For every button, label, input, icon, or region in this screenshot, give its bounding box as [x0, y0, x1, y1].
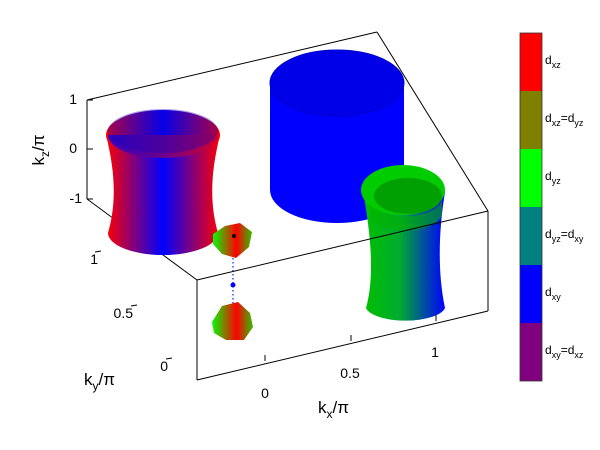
- colorbar-swatch: [520, 207, 542, 265]
- surface-small-pocket-bottom: [212, 302, 253, 340]
- box-edge: [376, 31, 489, 212]
- colorbar-label-part: d: [545, 227, 552, 241]
- colorbar-label-part: =d: [561, 227, 575, 241]
- axis-title-y: ky/π: [84, 370, 115, 393]
- axis-tick: [94, 250, 102, 253]
- svg-text:kz/π: kz/π: [29, 135, 52, 166]
- axis-title-x: kx/π: [318, 398, 349, 421]
- axis-title-z: kz/π: [29, 135, 52, 166]
- tick-label-x: 0: [261, 385, 269, 401]
- tick-labels: 1 0 -1 1 0.5 0 0 0.5 1: [69, 91, 439, 401]
- connector-point: [230, 282, 236, 288]
- axis-title-x-tail: /π: [333, 398, 349, 417]
- box-front-edges: [196, 210, 489, 381]
- colorbar-label-part: xy: [574, 234, 584, 244]
- tick-label-x: 1: [431, 344, 439, 360]
- tick-label-x: 0.5: [340, 365, 360, 381]
- colorbar-label-part: xy: [552, 292, 562, 302]
- colorbar-swatch: [520, 91, 542, 149]
- box-edge: [196, 210, 489, 281]
- colorbar-label: dyz: [545, 169, 561, 186]
- axis-title-x-main: k: [318, 398, 327, 417]
- colorbar-swatch: [520, 265, 542, 323]
- svg-text:ky/π: ky/π: [84, 370, 115, 393]
- colorbar-frame: [519, 32, 543, 382]
- colorbar-label-part: d: [545, 285, 552, 299]
- axis-title-y-main: k: [84, 370, 93, 389]
- surface-elliptical: [361, 165, 445, 321]
- colorbar-label: dxy=dxz: [545, 343, 584, 360]
- axis-title-z-tail: /π: [29, 135, 48, 151]
- colorbar-label: dxz=dyz: [545, 111, 584, 128]
- tick-label-y: 1: [90, 251, 98, 267]
- axis-ticks: [87, 99, 437, 361]
- surface-hourglass: [106, 109, 220, 255]
- colorbar-label-part: xz: [574, 350, 584, 360]
- box-edge: [196, 310, 489, 381]
- colorbar-label-part: yz: [552, 176, 562, 186]
- colorbar-swatch: [520, 323, 542, 381]
- axis-title-x-sub: x: [327, 407, 333, 421]
- tick-label-y: 0.5: [114, 305, 134, 321]
- tick-label-z: 1: [69, 91, 77, 107]
- colorbar-label-part: yz: [574, 118, 584, 128]
- colorbar-label-part: d: [545, 111, 552, 125]
- axis-title-y-tail: /π: [99, 370, 115, 389]
- tick-label-z: 0: [69, 140, 77, 156]
- colorbar-label-part: =d: [561, 343, 575, 357]
- colorbar-label-part: d: [545, 343, 552, 357]
- colorbar-label: dxy: [545, 285, 561, 302]
- surface-small-pocket-top: [213, 223, 252, 258]
- colorbar-swatch: [520, 149, 542, 207]
- tick-label-y: 0: [160, 358, 168, 374]
- colorbar-label-part: =d: [561, 111, 575, 125]
- axis-title-z-main: k: [29, 156, 48, 165]
- colorbar-label-part: d: [545, 169, 552, 183]
- colorbar-label-part: xz: [552, 60, 562, 70]
- colorbar-label-part: xz: [552, 118, 562, 128]
- colorbar-label-part: xy: [552, 350, 562, 360]
- colorbar-label-part: yz: [552, 234, 562, 244]
- svg-text:kx/π: kx/π: [318, 398, 349, 421]
- colorbar-swatch: [520, 33, 542, 91]
- axis-tick: [165, 357, 173, 360]
- tick-label-z: -1: [70, 190, 83, 206]
- colorbar-label: dxz: [545, 53, 561, 70]
- colorbar-label-part: d: [545, 53, 552, 67]
- colorbar-label: dyz=dxy: [545, 227, 584, 244]
- axis-tick: [130, 304, 138, 307]
- box-edge: [86, 31, 378, 101]
- axis-title-y-sub: y: [93, 379, 99, 393]
- axis-title-z-sub: z: [38, 151, 52, 157]
